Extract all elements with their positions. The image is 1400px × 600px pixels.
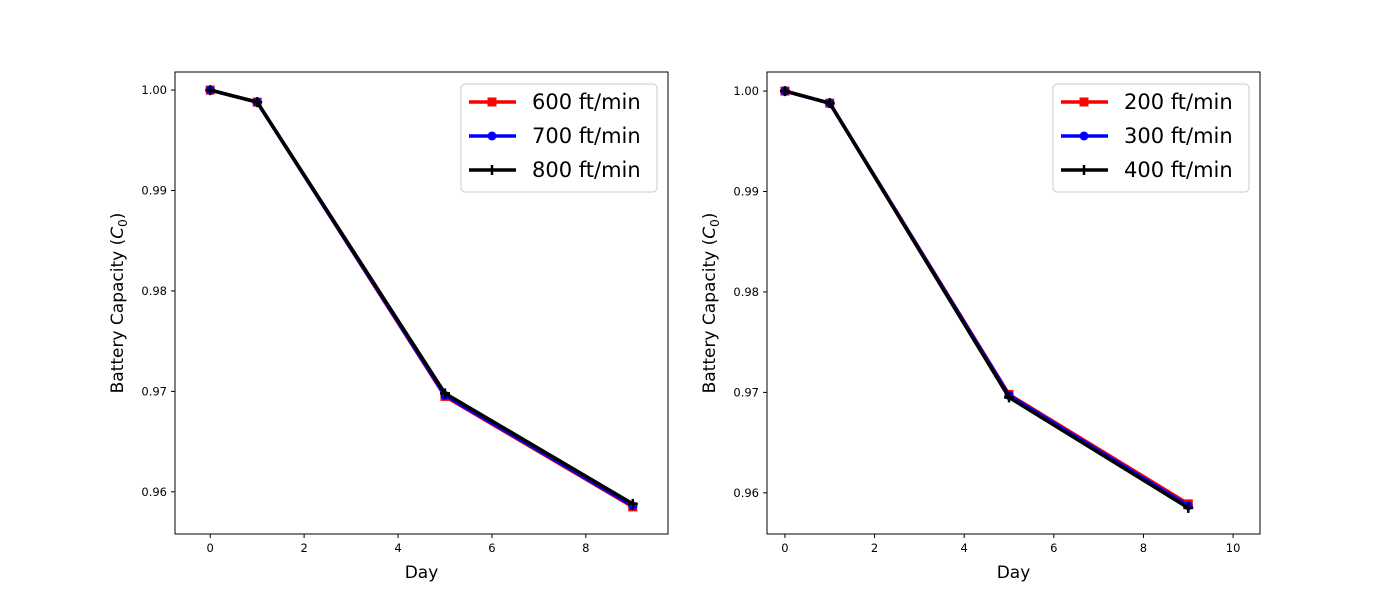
data-point-3-2: [824, 98, 835, 109]
y-axis-label: Battery Capacity (C0): [700, 213, 722, 394]
y-tick-label: 0.97: [141, 384, 167, 398]
y-tick-label: 0.99: [141, 184, 167, 198]
legend: 200 ft/min 300 ft/min 400 ft/min: [1052, 83, 1250, 193]
x-tick-label: 6: [488, 541, 495, 555]
data-point-3-3: [1004, 392, 1015, 403]
y-tick-label: 0.96: [141, 485, 167, 499]
legend-box: [460, 83, 658, 193]
series-line-3: [209, 88, 634, 506]
y-tick-label: 0.98: [733, 285, 759, 299]
y-tick-label: 0.98: [141, 284, 167, 298]
x-tick-label: 0: [207, 541, 214, 555]
chart-panel-2: 0 2 4 6 8 10 0.96 0.97 0.98 0.99 1.00 Day Battery Ca…: [700, 71, 1261, 583]
legend-marker-2: [1079, 131, 1089, 141]
data-point-3-3: [439, 388, 450, 399]
data-point-3-4: [1183, 502, 1194, 513]
x-tick-label: 4: [394, 541, 401, 555]
plot-frame: [174, 71, 669, 535]
y-axis-label: Battery Capacity (C0): [108, 213, 130, 394]
x-tick-label: 2: [871, 541, 878, 555]
y-tick-label: 0.99: [733, 185, 759, 199]
legend-label-2: 300 ft/min: [1124, 124, 1233, 148]
data-point-3-1: [779, 86, 790, 97]
legend-marker-1: [1079, 97, 1089, 107]
legend-box: [1052, 83, 1250, 193]
legend-label-1: 600 ft/min: [532, 90, 641, 114]
plot-frame: [766, 71, 1261, 535]
y-tick-label: 0.97: [733, 385, 759, 399]
x-tick-label: 6: [1050, 541, 1057, 555]
legend-label-2: 700 ft/min: [532, 124, 641, 148]
legend-marker-2: [487, 131, 497, 141]
x-tick-label: 0: [781, 541, 788, 555]
data-point-3-4: [627, 498, 638, 509]
x-axis-label: Day: [405, 563, 439, 583]
data-point-3-2: [252, 97, 263, 108]
y-tick-label: 0.96: [733, 486, 759, 500]
x-tick-label: 8: [1140, 541, 1147, 555]
y-tick-label: 1.00: [141, 83, 167, 97]
legend-label-3: 400 ft/min: [1124, 158, 1233, 182]
chart-panel-1: 0 2 4 6 8 0.96 0.97 0.98 0.99 1.00 Day Battery Capa…: [108, 71, 669, 583]
legend-marker-3: [1079, 165, 1089, 175]
x-tick-label: 10: [1226, 541, 1241, 555]
legend: 600 ft/min 700 ft/min 800 ft/min: [460, 83, 658, 193]
legend-label-1: 200 ft/min: [1124, 90, 1233, 114]
x-tick-label: 8: [582, 541, 589, 555]
x-axis-label: Day: [997, 563, 1031, 583]
x-tick-label: 2: [300, 541, 307, 555]
legend-marker-3: [487, 165, 497, 175]
y-tick-label: 1.00: [733, 84, 759, 98]
series-line-3: [784, 89, 1190, 510]
x-tick-label: 4: [961, 541, 968, 555]
data-point-3-1: [205, 85, 216, 96]
legend-label-3: 800 ft/min: [532, 158, 641, 182]
legend-marker-1: [487, 97, 497, 107]
